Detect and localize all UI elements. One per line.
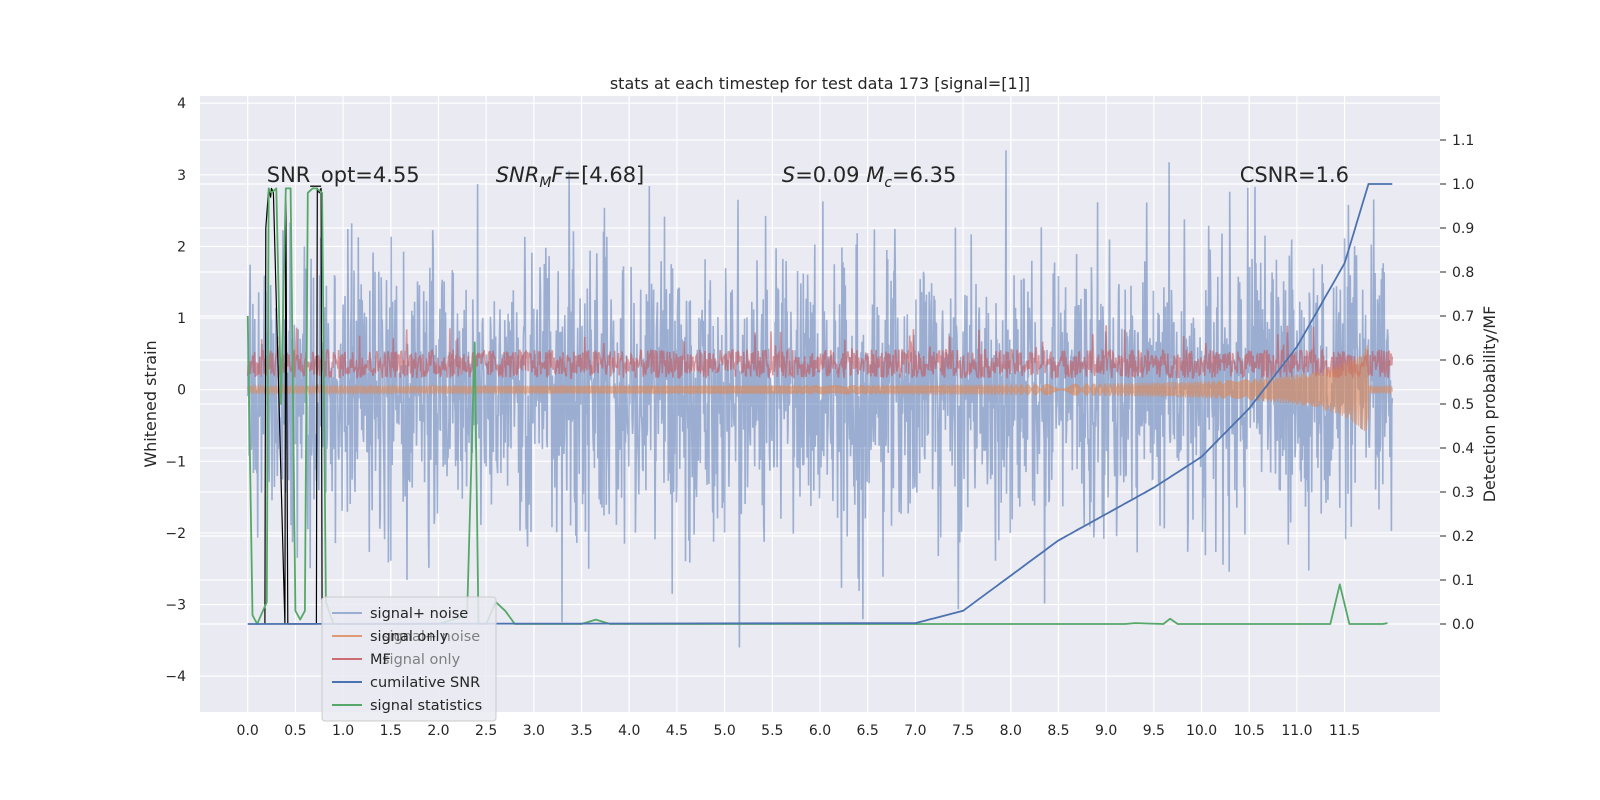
x-tick-label: 9.5 [1143, 723, 1165, 739]
y-axis-left-label: Whitened strain [141, 340, 160, 467]
x-tick-label: 4.5 [666, 723, 688, 739]
series-signal-noise [246, 150, 1394, 648]
x-tick-label: 8.5 [1047, 723, 1069, 739]
x-tick-label: 1.0 [332, 723, 354, 739]
x-axis: 0.0 0.5 1.0 1.5 2.0 2.5 3.0 3.5 4.0 4.5 5.0 5.5 6.0 6… [237, 723, 1361, 739]
y2-tick-label: 0.9 [1452, 221, 1474, 237]
y-tick-label: 3 [177, 168, 186, 184]
x-tick-label: 7.5 [952, 723, 974, 739]
y2-tick-label: 0.0 [1452, 617, 1474, 633]
y-tick-label: 0 [177, 383, 186, 399]
y2-tick-label: 1.1 [1452, 133, 1474, 149]
y-tick-label: −1 [165, 454, 186, 470]
legend-label: signal only [370, 629, 449, 645]
y2-tick-label: 0.3 [1452, 485, 1474, 501]
x-tick-label: 1.5 [380, 723, 402, 739]
y2-tick-label: 1.0 [1452, 177, 1474, 193]
legend-box [321, 596, 497, 722]
series-signal-only [247, 345, 1393, 432]
series-signal-statistics [246, 187, 1388, 625]
annotation-0: SNR_opt=4.55 [267, 163, 420, 188]
y2-tick-label: 0.5 [1452, 397, 1474, 413]
series-layer [246, 150, 1394, 648]
legend-label: cumilative SNR [370, 675, 480, 691]
y2-tick-label: 0.2 [1452, 529, 1474, 545]
x-tick-label: 3.0 [523, 723, 545, 739]
x-tick-label: 11.5 [1329, 723, 1360, 739]
x-tick-label: 7.0 [904, 723, 926, 739]
y2-tick-label: 0.7 [1452, 309, 1474, 325]
x-tick-label: 6.0 [809, 723, 831, 739]
x-tick-label: 3.5 [570, 723, 592, 739]
annotation-1: SNRMF=[4.68] [496, 163, 645, 191]
y-axis-right-label: Detection probability/MF [1480, 306, 1499, 503]
annotation-2: S=0.09 Mc=6.35 [782, 163, 957, 191]
y2-tick-label: 0.1 [1452, 573, 1474, 589]
annotations: SNR_opt=4.55 SNRMF=[4.68] S=0.09 Mc=6.35 CS… [267, 163, 1349, 191]
series-cumulative-snr [247, 183, 1393, 625]
y-tick-label: −4 [165, 669, 186, 685]
x-tick-label: 5.0 [713, 723, 735, 739]
y2-tick-label: 0.6 [1452, 353, 1474, 369]
chart-title: stats at each timestep for test data 173… [610, 74, 1030, 93]
legend-label: signal+ noise [370, 606, 468, 622]
x-tick-label: 9.0 [1095, 723, 1117, 739]
y-tick-label: 4 [177, 96, 186, 112]
x-tick-label: 0.0 [237, 723, 259, 739]
y-axis-right: 1.1 1.0 0.9 0.8 0.7 0.6 0.5 0.4 0.3 0.2 0.1 0.0 [1440, 133, 1474, 633]
y-axis-left: 4 3 2 1 0 −1 −2 −3 −4 [165, 96, 186, 685]
x-tick-label: 10.0 [1186, 723, 1217, 739]
x-tick-label: 2.5 [475, 723, 497, 739]
legend-label: signal statistics [370, 698, 482, 714]
x-tick-label: 5.5 [761, 723, 783, 739]
legend-label: MF [370, 652, 391, 668]
y-tick-label: −2 [165, 526, 186, 542]
y-tick-label: −3 [165, 598, 186, 614]
y-tick-label: 2 [177, 239, 186, 255]
x-tick-label: 11.0 [1281, 723, 1312, 739]
series-mf [246, 325, 1394, 380]
legend-ghost-label: signal+ noise [382, 629, 480, 645]
x-tick-label: 8.0 [1000, 723, 1022, 739]
y2-tick-label: 0.8 [1452, 265, 1474, 281]
x-tick-label: 2.0 [427, 723, 449, 739]
x-tick-label: 6.5 [857, 723, 879, 739]
x-tick-label: 0.5 [284, 723, 306, 739]
y-tick-label: 1 [177, 311, 186, 327]
x-tick-label: 4.0 [618, 723, 640, 739]
annotation-3: CSNR=1.6 [1240, 163, 1349, 187]
y2-tick-label: 0.4 [1452, 441, 1474, 457]
x-tick-label: 10.5 [1234, 723, 1265, 739]
legend-ghost-label: signal only [382, 652, 461, 668]
